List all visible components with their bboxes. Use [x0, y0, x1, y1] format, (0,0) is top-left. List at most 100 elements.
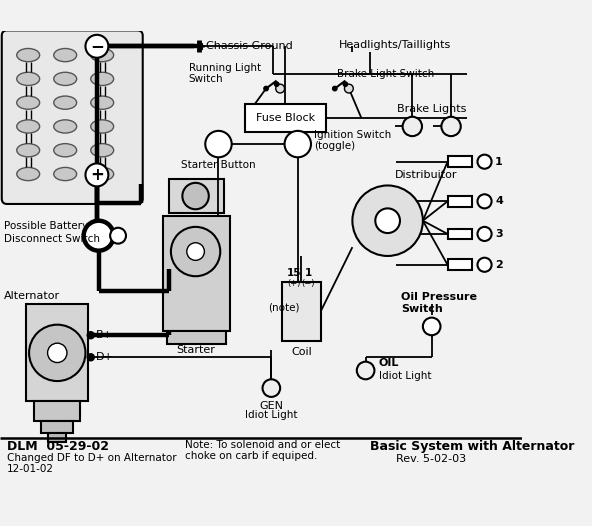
Ellipse shape	[91, 144, 114, 157]
Text: Starter: Starter	[176, 345, 215, 355]
Bar	[448, 259, 472, 270]
Circle shape	[375, 208, 400, 233]
Text: (note): (note)	[268, 302, 300, 312]
Circle shape	[333, 86, 337, 91]
Circle shape	[262, 379, 280, 397]
Text: Possible Battery: Possible Battery	[4, 221, 88, 231]
Circle shape	[345, 84, 353, 93]
Text: Idiot Light: Idiot Light	[245, 410, 298, 420]
Ellipse shape	[54, 96, 76, 109]
Text: Coil: Coil	[291, 347, 311, 357]
Text: Fuse Block: Fuse Block	[256, 113, 315, 123]
Bar	[27, 305, 88, 401]
Circle shape	[264, 86, 268, 91]
Bar	[168, 331, 226, 344]
Circle shape	[478, 227, 491, 241]
Text: Oil Pressure: Oil Pressure	[401, 292, 477, 302]
Circle shape	[182, 183, 209, 209]
Text: Disconnect Switch: Disconnect Switch	[4, 234, 99, 244]
Ellipse shape	[91, 120, 114, 133]
Ellipse shape	[91, 72, 114, 86]
Ellipse shape	[54, 120, 76, 133]
Ellipse shape	[17, 48, 40, 62]
Circle shape	[352, 186, 423, 256]
Ellipse shape	[91, 167, 114, 180]
Circle shape	[478, 155, 491, 169]
Ellipse shape	[54, 167, 76, 180]
Bar	[448, 156, 472, 167]
Ellipse shape	[17, 96, 40, 109]
Circle shape	[29, 325, 85, 381]
Text: Basic System with Alternator: Basic System with Alternator	[370, 440, 574, 453]
Circle shape	[85, 164, 108, 186]
Text: Switch: Switch	[401, 304, 443, 314]
Text: (−): (−)	[301, 279, 315, 288]
Text: Starter Button: Starter Button	[181, 160, 256, 170]
Circle shape	[442, 117, 461, 136]
Text: Changed DF to D+ on Alternator: Changed DF to D+ on Alternator	[7, 453, 176, 463]
Ellipse shape	[54, 72, 76, 86]
Text: +: +	[90, 166, 104, 184]
Text: OIL: OIL	[379, 358, 399, 368]
Text: Brake Lights: Brake Lights	[397, 104, 466, 114]
Text: 1: 1	[305, 268, 312, 278]
Bar	[163, 216, 230, 331]
Circle shape	[478, 194, 491, 208]
Ellipse shape	[17, 144, 40, 157]
Circle shape	[275, 82, 279, 86]
Ellipse shape	[17, 167, 40, 180]
Bar	[282, 281, 321, 341]
Circle shape	[357, 362, 374, 379]
Circle shape	[276, 84, 285, 93]
Text: Brake Light Switch: Brake Light Switch	[336, 68, 434, 78]
Text: −: −	[90, 37, 104, 55]
Circle shape	[83, 221, 114, 251]
Circle shape	[478, 258, 491, 272]
Text: 4: 4	[495, 196, 503, 206]
Circle shape	[87, 354, 94, 361]
Text: DLM  05-29-02: DLM 05-29-02	[7, 440, 109, 453]
Text: Running Light
Switch: Running Light Switch	[189, 63, 260, 84]
Circle shape	[87, 332, 94, 339]
Ellipse shape	[54, 48, 76, 62]
FancyBboxPatch shape	[2, 31, 143, 204]
Bar	[245, 104, 326, 132]
Text: 3: 3	[495, 229, 503, 239]
Bar	[41, 421, 73, 433]
Text: Rev. 5-02-03: Rev. 5-02-03	[397, 453, 466, 463]
Text: (+): (+)	[288, 279, 301, 288]
Ellipse shape	[17, 72, 40, 86]
Bar	[448, 229, 472, 239]
Text: 2: 2	[495, 260, 503, 270]
Bar	[49, 433, 66, 442]
Text: Alternator: Alternator	[4, 290, 60, 300]
Ellipse shape	[91, 96, 114, 109]
Text: Note: To solenoid and or elect
choke on carb if equiped.: Note: To solenoid and or elect choke on …	[185, 440, 340, 461]
Circle shape	[205, 131, 231, 157]
Circle shape	[285, 131, 311, 157]
Text: D+: D+	[96, 352, 114, 362]
Circle shape	[403, 117, 422, 136]
Ellipse shape	[54, 144, 76, 157]
Bar	[34, 401, 80, 421]
Circle shape	[186, 242, 204, 260]
Circle shape	[343, 82, 348, 86]
Text: 15: 15	[287, 268, 301, 278]
Text: Idiot Light: Idiot Light	[379, 371, 432, 381]
Circle shape	[47, 343, 67, 362]
Text: 1: 1	[495, 157, 503, 167]
Text: Chassis Ground: Chassis Ground	[206, 41, 293, 51]
Ellipse shape	[91, 48, 114, 62]
Ellipse shape	[17, 120, 40, 133]
Text: B+: B+	[96, 330, 113, 340]
Circle shape	[423, 318, 440, 335]
Circle shape	[85, 35, 108, 58]
Circle shape	[171, 227, 220, 276]
Bar	[448, 196, 472, 207]
Text: Headlights/Taillights: Headlights/Taillights	[339, 39, 452, 49]
Text: GEN: GEN	[259, 401, 284, 411]
Circle shape	[110, 228, 126, 244]
Text: 12-01-02: 12-01-02	[7, 464, 54, 474]
Text: Distribuitor: Distribuitor	[395, 170, 457, 180]
Text: Ignition Switch
(toggle): Ignition Switch (toggle)	[314, 130, 391, 151]
